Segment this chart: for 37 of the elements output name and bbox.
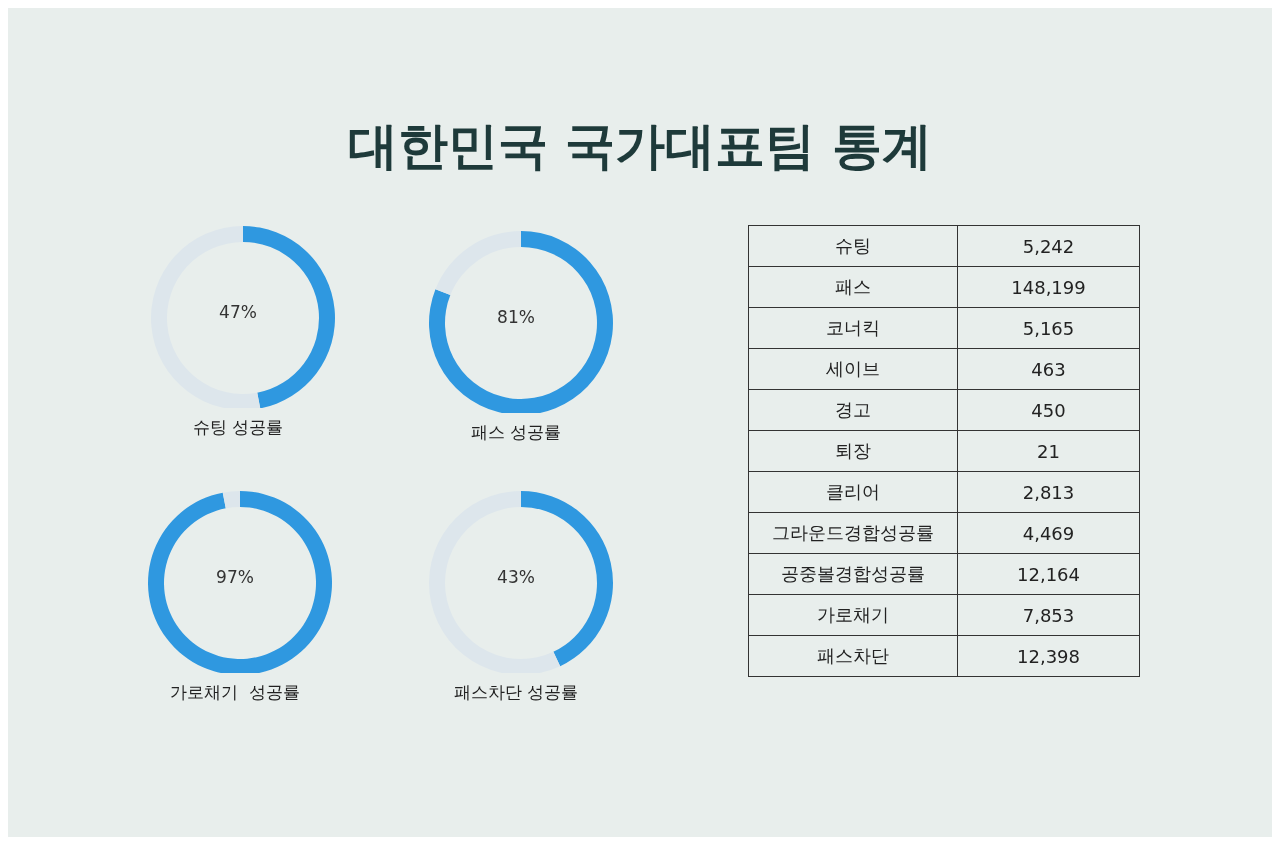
text: 148,199: [1011, 276, 1086, 298]
text: 2,813: [1022, 481, 1075, 503]
category-label: 슈팅: [748, 225, 958, 267]
category-label: 코너킥: [748, 307, 958, 349]
category-label: 세이브: [748, 348, 958, 390]
text: 패스차단 성공률: [452, 681, 580, 704]
donut-slice: [222, 491, 240, 509]
donut-slice: [429, 491, 561, 673]
category-label: 패스: [748, 266, 958, 308]
category-label: 퇴장: [748, 430, 958, 472]
donut-slice: [435, 231, 521, 296]
donut-slice: [148, 491, 332, 673]
text: 12,164: [1017, 563, 1080, 585]
category-label: 패스차단: [748, 635, 958, 677]
text: 81%: [497, 307, 535, 327]
text: 가로채기 성공률: [169, 681, 301, 704]
text: 463: [1031, 358, 1066, 380]
donut-slice: [429, 231, 613, 413]
text: 5,165: [1022, 317, 1075, 339]
donut-slice: [151, 226, 261, 408]
text: 슈팅 성공률: [191, 416, 285, 439]
text: 450: [1031, 399, 1066, 421]
text: 4,469: [1022, 522, 1075, 544]
text: 7,853: [1022, 604, 1075, 626]
text: 21: [1037, 440, 1060, 462]
text: 12,398: [1017, 645, 1080, 667]
text: 43%: [497, 567, 535, 587]
category-label: 경고: [748, 389, 958, 431]
text: 97%: [216, 567, 254, 587]
category-label: 그라운드경합성공률: [748, 512, 958, 554]
text: 47%: [219, 302, 257, 322]
text: 패스 성공률: [469, 421, 563, 444]
category-label: 클리어: [748, 471, 958, 513]
text: 대한민국 국가대표팀 통계: [346, 116, 934, 177]
category-label: 가로채기: [748, 594, 958, 636]
category-label: 공중볼경합성공률: [748, 553, 958, 595]
text: 5,242: [1022, 235, 1075, 257]
